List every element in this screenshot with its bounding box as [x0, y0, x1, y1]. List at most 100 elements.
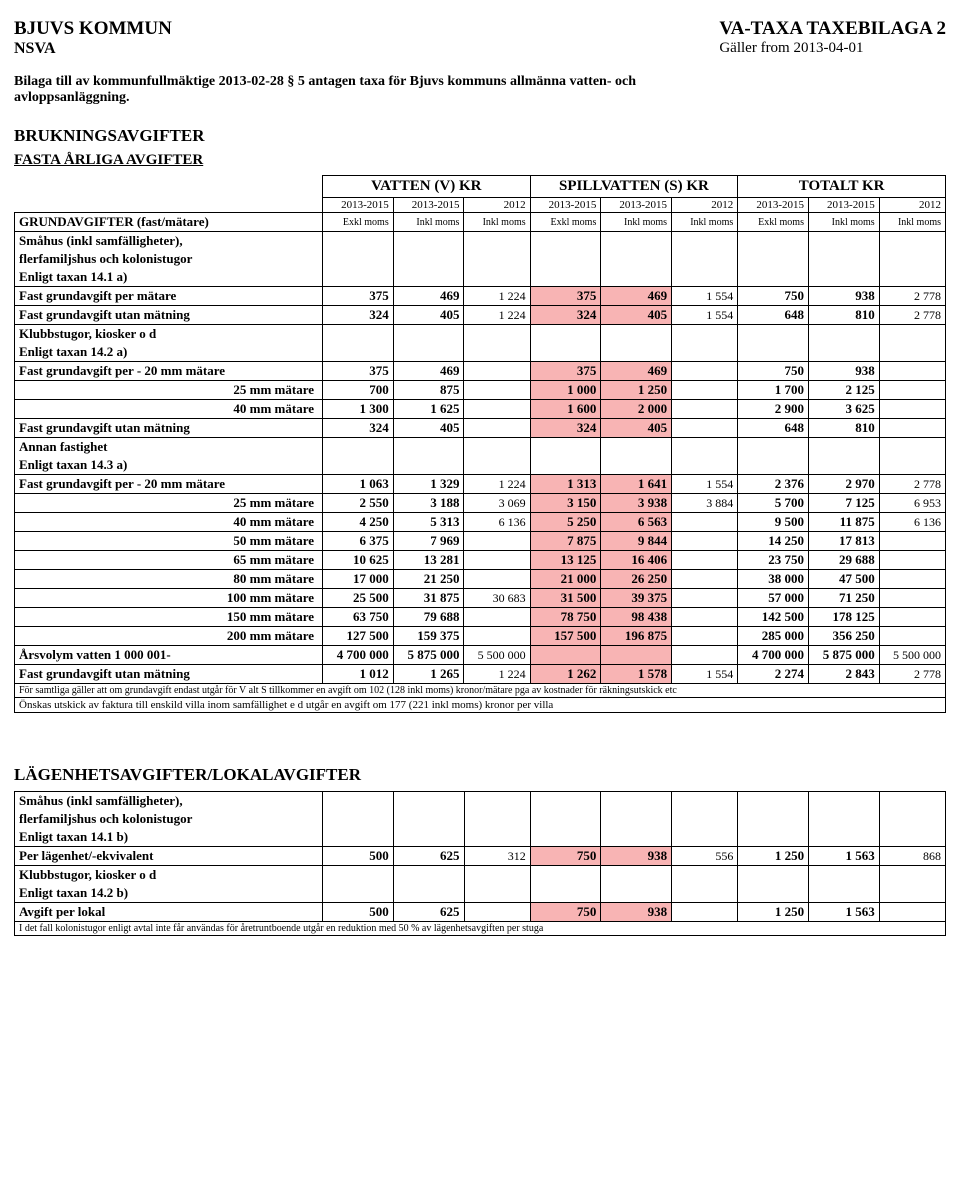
cell	[464, 362, 530, 381]
cell: 157 500	[530, 627, 601, 646]
cell	[672, 608, 738, 627]
page-header: BJUVS KOMMUN NSVA VA-TAXA TAXEBILAGA 2 G…	[14, 18, 946, 58]
cell: 9 500	[738, 513, 809, 532]
cell: 23 750	[738, 551, 809, 570]
cell	[464, 381, 530, 400]
cell: 2 970	[808, 475, 879, 494]
cell: 13 281	[393, 551, 464, 570]
row-label: 150 mm mätare	[15, 608, 323, 627]
cell: 11 875	[808, 513, 879, 532]
cell: 16 406	[601, 551, 672, 570]
cell: 938	[808, 362, 879, 381]
secondary-table: Småhus (inkl samfälligheter),flerfamiljs…	[14, 791, 946, 936]
cell	[879, 362, 945, 381]
block-heading: Enligt taxan 14.2 a)	[15, 343, 323, 362]
unit-label: Inkl moms	[601, 213, 672, 232]
block-heading: Småhus (inkl samfälligheter),	[15, 792, 323, 811]
cell: 405	[393, 419, 464, 438]
cell: 405	[393, 306, 464, 325]
cell: 31 875	[393, 589, 464, 608]
cell: 4 700 000	[323, 646, 394, 665]
cell	[601, 646, 672, 665]
cell: 1 250	[601, 381, 672, 400]
cell: 9 844	[601, 532, 672, 551]
block-heading: Småhus (inkl samfälligheter),	[15, 232, 323, 251]
cell	[879, 419, 945, 438]
cell	[879, 608, 945, 627]
cell: 312	[464, 847, 530, 866]
col-group-v: VATTEN (V) KR	[323, 176, 531, 198]
year-col: 2012	[672, 198, 738, 213]
cell: 13 125	[530, 551, 601, 570]
cell: 127 500	[323, 627, 394, 646]
cell: 3 938	[601, 494, 672, 513]
cell	[672, 362, 738, 381]
cell: 17 813	[808, 532, 879, 551]
cell	[464, 627, 530, 646]
row-label: Fast grundavgift per mätare	[15, 287, 323, 306]
unit-label: Exkl moms	[530, 213, 601, 232]
cell: 648	[738, 419, 809, 438]
cell: 1 000	[530, 381, 601, 400]
cell: 1 250	[738, 847, 809, 866]
cell: 700	[323, 381, 394, 400]
cell: 1 250	[738, 903, 809, 922]
cell	[879, 381, 945, 400]
cell	[879, 903, 945, 922]
cell: 1 224	[464, 306, 530, 325]
cell: 469	[601, 287, 672, 306]
cell: 324	[323, 419, 394, 438]
cell: 2 778	[879, 306, 945, 325]
cell: 1 313	[530, 475, 601, 494]
cell: 7 969	[393, 532, 464, 551]
cell	[672, 570, 738, 589]
cell: 750	[530, 903, 601, 922]
block-heading: Annan fastighet	[15, 438, 323, 457]
unit-label: Exkl moms	[323, 213, 394, 232]
footnote: För samtliga gäller att om grundavgift e…	[15, 684, 946, 698]
cell: 500	[323, 847, 394, 866]
unit-label: Inkl moms	[879, 213, 945, 232]
cell: 1 063	[323, 475, 394, 494]
cell	[672, 589, 738, 608]
cell: 405	[601, 306, 672, 325]
cell: 1 563	[809, 903, 880, 922]
unit-label: Inkl moms	[393, 213, 464, 232]
year-col: 2012	[879, 198, 945, 213]
row-label: 200 mm mätare	[15, 627, 323, 646]
cell: 469	[601, 362, 672, 381]
cell: 810	[808, 306, 879, 325]
cell: 2 376	[738, 475, 809, 494]
cell: 14 250	[738, 532, 809, 551]
cell: 285 000	[738, 627, 809, 646]
cell: 1 600	[530, 400, 601, 419]
unit-label: Inkl moms	[672, 213, 738, 232]
cell: 78 750	[530, 608, 601, 627]
cell: 21 250	[393, 570, 464, 589]
cell: 1 224	[464, 475, 530, 494]
cell	[672, 419, 738, 438]
cell	[464, 532, 530, 551]
unit-label: Inkl moms	[808, 213, 879, 232]
cell	[672, 513, 738, 532]
year-col: 2013-2015	[601, 198, 672, 213]
block-heading: Enligt taxan 14.3 a)	[15, 456, 323, 475]
block-heading: Enligt taxan 14.1 b)	[15, 828, 323, 847]
cell	[464, 570, 530, 589]
main-table: VATTEN (V) KRSPILLVATTEN (S) KRTOTALT KR…	[14, 175, 946, 713]
cell: 375	[323, 287, 394, 306]
cell: 938	[601, 903, 672, 922]
unit-label: Exkl moms	[738, 213, 809, 232]
cell: 1 329	[393, 475, 464, 494]
cell: 375	[323, 362, 394, 381]
cell: 469	[393, 287, 464, 306]
cell: 25 500	[323, 589, 394, 608]
cell: 3 884	[672, 494, 738, 513]
col-group-t: TOTALT KR	[738, 176, 946, 198]
cell	[879, 400, 945, 419]
cell: 1 563	[809, 847, 880, 866]
cell	[672, 903, 738, 922]
block-heading: flerfamiljshus och kolonistugor	[15, 810, 323, 828]
cell: 938	[808, 287, 879, 306]
row-label: Per lägenhet/-ekvivalent	[15, 847, 323, 866]
